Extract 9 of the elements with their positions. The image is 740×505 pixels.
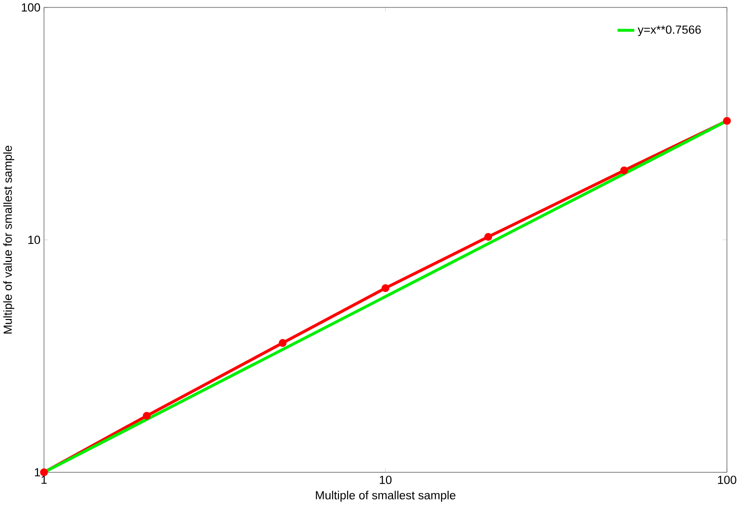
y-axis-title: Multiple of value for smallest sample [3,146,14,334]
legend-label: y=x**0.7566 [638,25,701,36]
y-tick-label: 1 [34,468,40,476]
y-tick-label: 10 [28,236,40,244]
x-tick-label: 1 [42,476,47,484]
x-axis-title: Multiple of smallest sample [316,490,456,502]
x-tick-label: 100 [718,476,736,484]
y-tick-label: 100 [22,3,40,12]
x-tick-label: 10 [380,476,392,484]
